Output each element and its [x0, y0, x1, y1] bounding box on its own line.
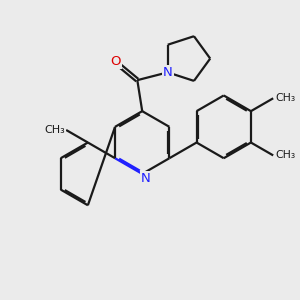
Text: CH₃: CH₃	[275, 150, 296, 161]
Text: N: N	[163, 66, 172, 79]
Text: N: N	[141, 172, 151, 185]
Text: O: O	[110, 55, 121, 68]
Text: CH₃: CH₃	[44, 125, 64, 135]
Text: CH₃: CH₃	[275, 93, 296, 103]
